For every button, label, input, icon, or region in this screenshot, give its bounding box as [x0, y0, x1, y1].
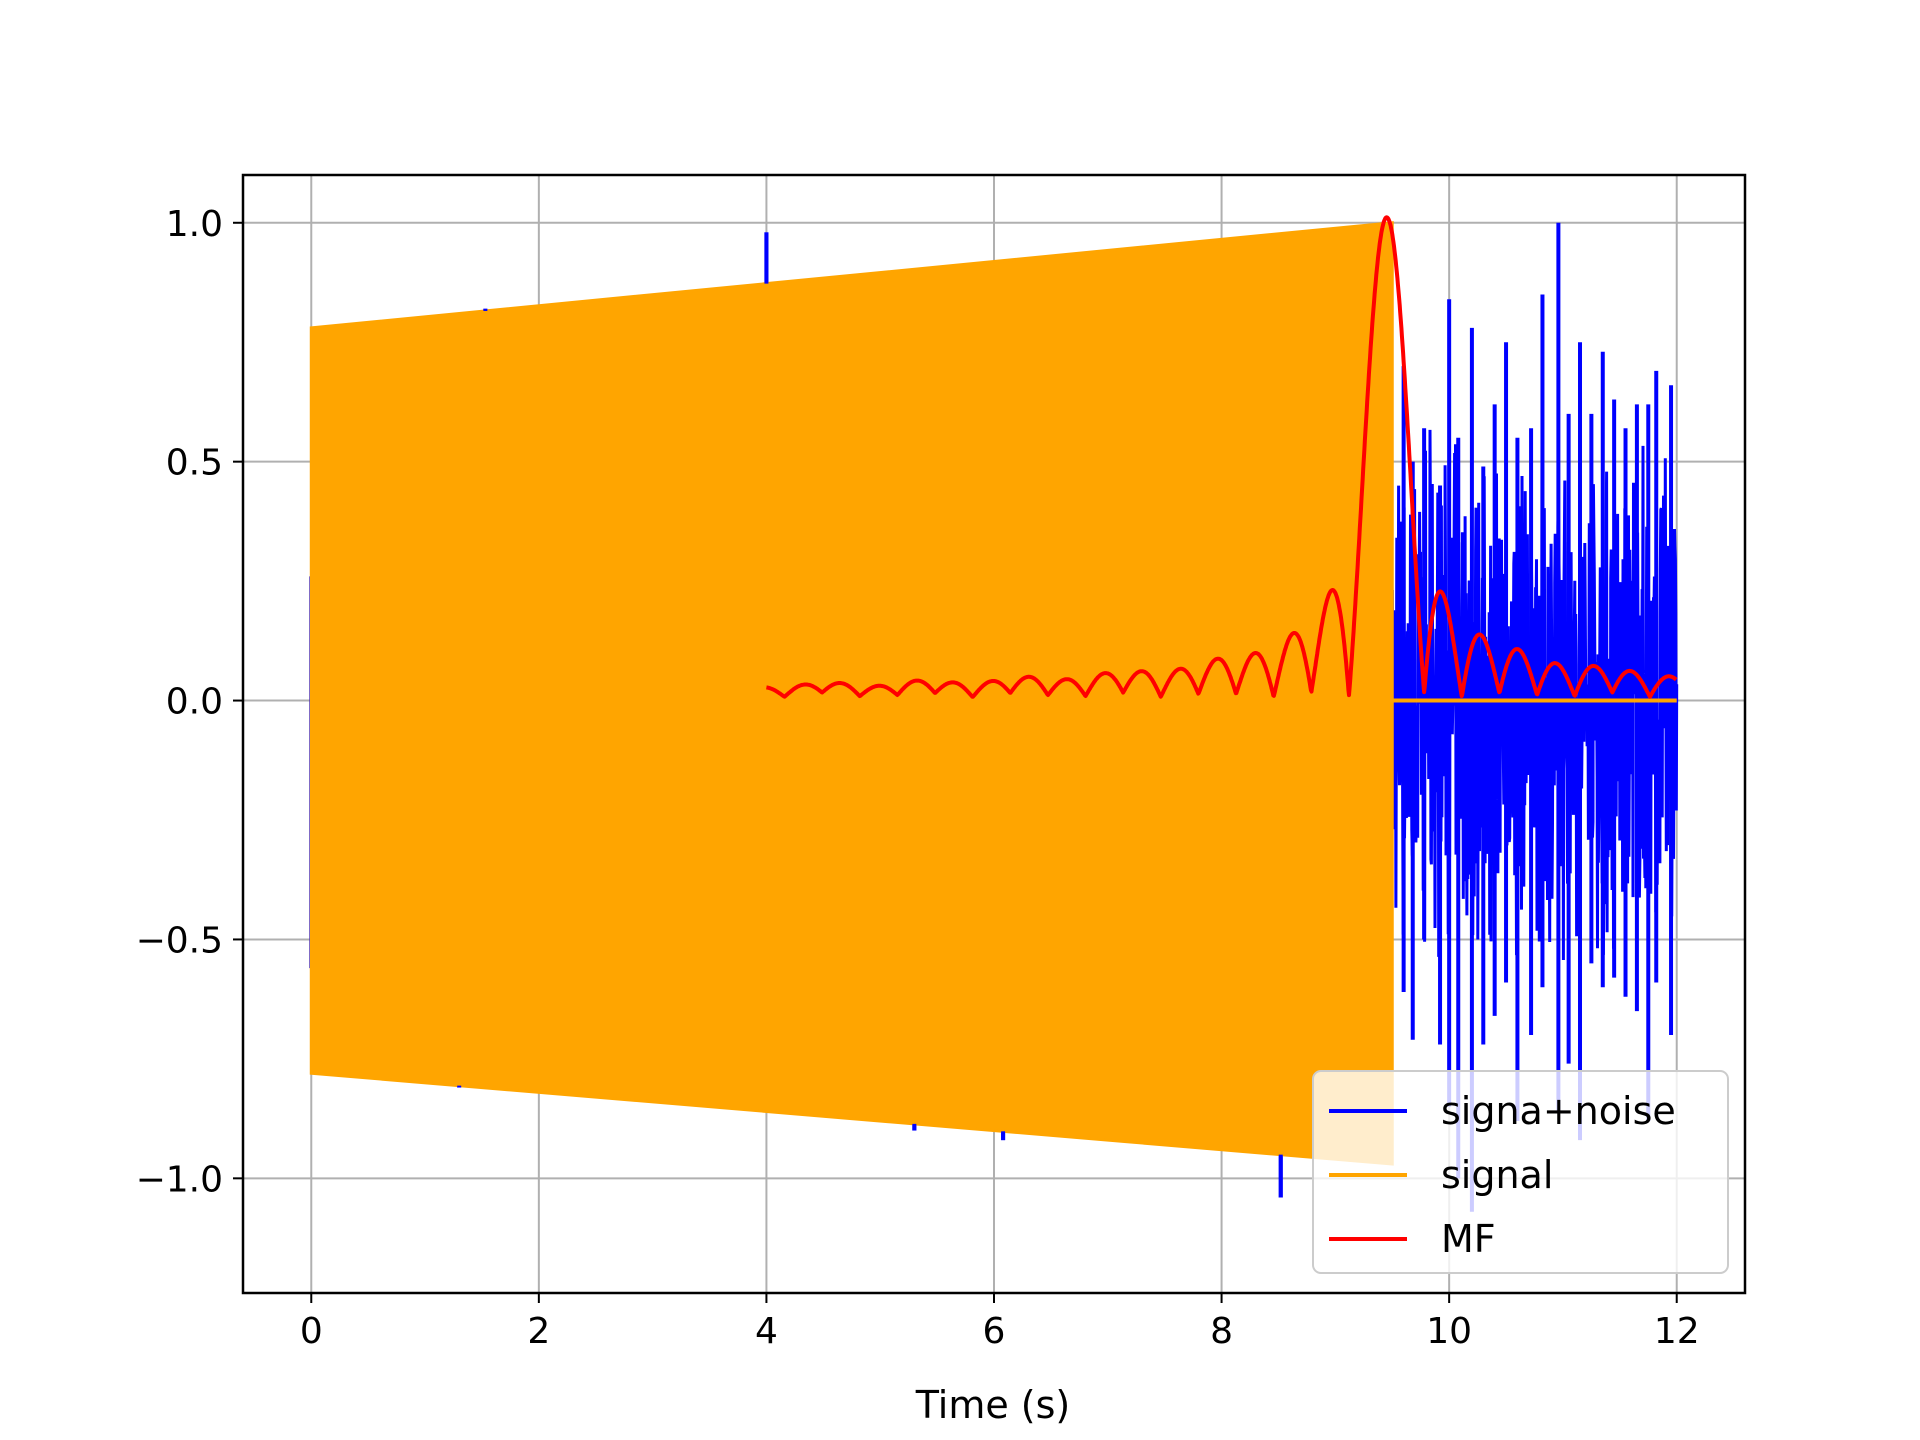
- legend-label: signa+noise: [1441, 1089, 1676, 1133]
- y-tick-label: 0.0: [166, 682, 223, 723]
- signal-envelope: [309, 221, 1394, 1166]
- x-tick-label: 10: [1426, 1311, 1472, 1352]
- legend: signa+noise signal MF: [1312, 1070, 1729, 1274]
- x-tick-label: 8: [1210, 1311, 1233, 1352]
- y-tick-label: 1.0: [166, 204, 223, 245]
- series-mf: [765, 215, 1678, 699]
- legend-box: [1312, 1070, 1729, 1274]
- mf-trace: [765, 215, 1678, 699]
- legend-label: MF: [1441, 1217, 1496, 1261]
- ticks-layer: 0 2 4 6 8 10 12 −1.0 −0.5 0.0 0.5 1.0: [136, 204, 1700, 1352]
- legend-label: signal: [1441, 1153, 1553, 1197]
- x-tick-label: 2: [527, 1311, 550, 1352]
- x-tick-label: 6: [983, 1311, 1006, 1352]
- x-tick-label: 0: [300, 1311, 323, 1352]
- y-tick-label: −0.5: [136, 920, 223, 961]
- signal-noise-overlay: [457, 232, 1283, 1198]
- y-tick-label: −1.0: [136, 1159, 223, 1200]
- x-tick-label: 12: [1654, 1311, 1700, 1352]
- y-tick-label: 0.5: [166, 443, 223, 484]
- x-axis-label: Time (s): [915, 1383, 1071, 1427]
- plot-area: [243, 175, 1745, 1293]
- x-tick-label: 4: [755, 1311, 778, 1352]
